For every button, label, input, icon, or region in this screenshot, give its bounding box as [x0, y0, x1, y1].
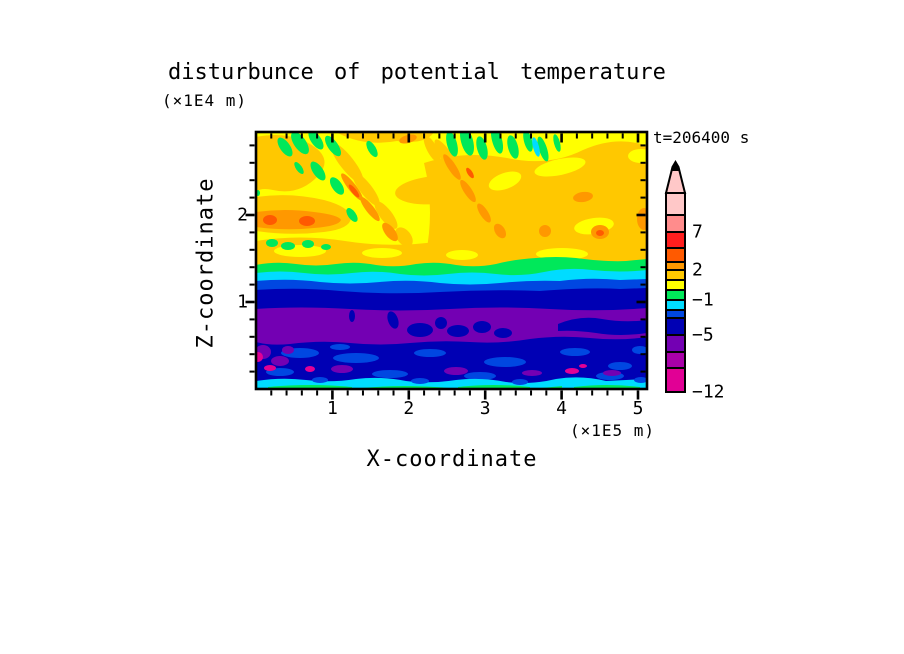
colorbar-label--5: −5: [692, 324, 714, 346]
x-tick-label-4: 4: [556, 398, 568, 419]
x-axis-title: X-coordinate: [366, 447, 538, 472]
time-annotation: t=206400 s: [653, 128, 750, 147]
colorbar-segment-8: [665, 289, 686, 301]
y-tick-label-1: 1: [237, 291, 248, 313]
colorbar-segment-7: [665, 279, 686, 291]
plot-border: [254, 130, 649, 391]
chart-title: disturbunce of potential temperature: [168, 60, 666, 85]
x-axis-unit-label: (×1E5 m): [569, 421, 655, 440]
colorbar-segment-10: [665, 309, 686, 319]
colorbar-segment-5: [665, 261, 686, 271]
x-tick-label-5: 5: [632, 398, 644, 419]
axis-ticks: [245, 133, 646, 400]
colorbar-segment-2: [665, 214, 686, 233]
colorbar-segment-9: [665, 299, 686, 311]
colorbar-label--1: −1: [692, 289, 714, 311]
x-tick-label-1: 1: [326, 398, 338, 419]
x-tick-label-2: 2: [403, 398, 415, 419]
colorbar-segment-1: [665, 192, 686, 216]
contour-field: [257, 133, 646, 389]
x-tick-label-3: 3: [479, 398, 491, 419]
colorbar-segment-3: [665, 231, 686, 249]
y-axis-unit-label: (×1E4 m): [162, 91, 248, 110]
y-tick-label-2: 2: [237, 204, 248, 226]
colorbar: [664, 160, 687, 393]
colorbar-label-7: 7: [692, 221, 703, 243]
colorbar-segment-11: [665, 317, 686, 336]
colorbar-segment-4: [665, 247, 686, 263]
colorbar-segment-13: [665, 351, 686, 369]
colorbar-label-2: 2: [692, 259, 703, 281]
y-axis-title: Z-coordinate: [193, 177, 219, 349]
colorbar-segment-12: [665, 334, 686, 353]
colorbar-segment-6: [665, 269, 686, 281]
colorbar-segment-14: [665, 367, 686, 393]
colorbar-label--12: −12: [692, 381, 725, 403]
colorbar-arrow-point: [671, 162, 680, 171]
